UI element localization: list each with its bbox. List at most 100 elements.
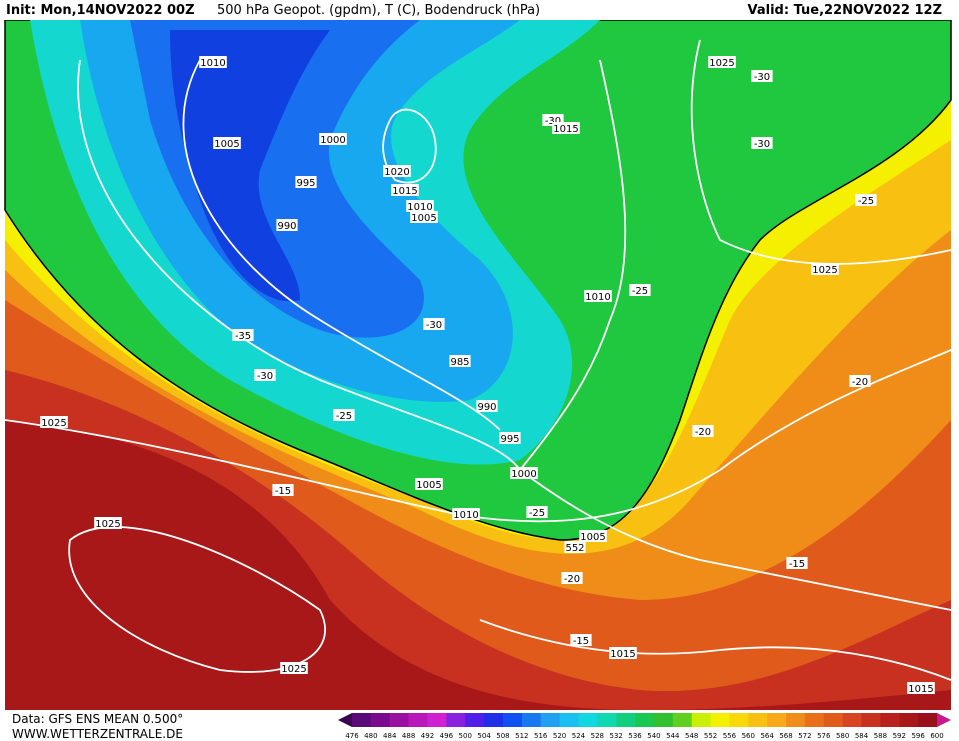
contour-label: 1025 — [281, 664, 306, 675]
contour-label-bg — [449, 355, 471, 367]
contour-label: 985 — [450, 357, 469, 368]
contour-label: -25 — [529, 508, 545, 519]
colorbar-swatch — [578, 713, 598, 727]
contour-label-bg — [199, 56, 227, 68]
contour-label-bg — [811, 263, 839, 275]
colorbar-swatch — [465, 713, 485, 727]
data-source: Data: GFS ENS MEAN 0.500° — [12, 712, 183, 726]
contour-label-bg — [410, 211, 438, 223]
contour-label-bg — [319, 133, 347, 145]
colorbar-arrow — [338, 713, 352, 727]
contour-label-bg — [751, 70, 773, 82]
contour-label-bg — [564, 541, 586, 553]
contour-label-bg — [40, 416, 68, 428]
contour-label-bg — [272, 484, 294, 496]
contour-label: 1005 — [214, 139, 239, 150]
colorbar-swatch — [616, 713, 636, 727]
contour-label: 1010 — [585, 292, 610, 303]
colorbar-arrow — [937, 713, 951, 727]
colorbar-label: 592 — [893, 732, 906, 740]
contour-label-bg — [584, 290, 612, 302]
contour-label-bg — [499, 432, 521, 444]
colorbar-label: 568 — [779, 732, 792, 740]
colorbar-swatch — [804, 713, 825, 727]
colorbar-label: 540 — [647, 732, 660, 740]
valid-time: Valid: Tue,22NOV2022 12Z — [748, 3, 942, 18]
contour-label-bg — [751, 137, 773, 149]
colorbar-label: 584 — [855, 732, 869, 740]
colorbar-label: 488 — [402, 732, 415, 740]
contour-label-bg — [855, 194, 877, 206]
contour-label: -25 — [336, 411, 352, 422]
colorbar-swatch — [484, 713, 504, 727]
contour-label-bg — [276, 219, 298, 231]
map-title: 500 hPa Geopot. (gpdm), T (C), Bodendruc… — [217, 3, 540, 18]
contour-label: 995 — [296, 178, 315, 189]
colorbar-label: 496 — [440, 732, 454, 740]
contour-label-bg — [629, 284, 651, 296]
isobar — [77, 59, 952, 611]
colorbar-label: 572 — [798, 732, 811, 740]
header-bg — [0, 0, 959, 20]
colorbar-label: 596 — [911, 732, 925, 740]
contour-label: -30 — [754, 139, 770, 150]
contour-label-bg — [561, 572, 583, 584]
colorbar-swatch — [691, 713, 712, 727]
colorbar-label: 576 — [817, 732, 831, 740]
colorbar: 476 480 484 488 492 496 500 504 508 512 516 520 524 5… — [338, 713, 951, 740]
contour-label-bg — [406, 200, 434, 212]
colorbar-label: 500 — [459, 732, 472, 740]
contour-label: -20 — [695, 427, 711, 438]
contour-label: -30 — [426, 320, 442, 331]
contour-label: 1005 — [411, 213, 436, 224]
colorbar-label: 480 — [364, 732, 377, 740]
contour-label-bg — [609, 647, 637, 659]
colorbar-label: 504 — [477, 732, 491, 740]
contour-label: -30 — [545, 116, 561, 127]
colorbar-swatch — [521, 713, 542, 727]
contour-label-bg — [510, 467, 538, 479]
contour-label-bg — [333, 409, 355, 421]
colorbar-label: 508 — [496, 732, 509, 740]
colorbar-swatch — [823, 713, 844, 727]
colorbar-swatch — [427, 713, 447, 727]
contour-label-bg — [907, 682, 935, 694]
colorbar-label: 536 — [628, 732, 642, 740]
colorbar-label: 520 — [553, 732, 566, 740]
contour-label: 1015 — [392, 186, 417, 197]
colorbar-label: 516 — [534, 732, 548, 740]
contour-label-bg — [579, 530, 607, 542]
contour-label: 1005 — [580, 532, 605, 543]
colorbar-label: 580 — [836, 732, 849, 740]
colorbar-swatch — [653, 713, 674, 727]
colorbar-swatch — [370, 713, 391, 727]
contour-label-bg — [692, 425, 714, 437]
contour-label: 1000 — [320, 135, 345, 146]
contour-label: 1015 — [908, 684, 933, 695]
contour-label-bg — [254, 369, 276, 381]
init-time: Init: Mon,14NOV2022 00Z — [6, 3, 195, 18]
contour-label: 1010 — [407, 202, 432, 213]
colorbar-label: 548 — [685, 732, 698, 740]
colorbar-label: 532 — [610, 732, 623, 740]
contour-label: 1025 — [95, 519, 120, 530]
colorbar-label: 544 — [666, 732, 680, 740]
colorbar-label: 524 — [572, 732, 586, 740]
isobar — [479, 619, 952, 681]
contour-label: -30 — [754, 72, 770, 83]
contour-label-bg — [232, 329, 254, 341]
colorbar-swatch — [635, 713, 655, 727]
contour-label: -25 — [858, 196, 874, 207]
colorbar-swatch — [389, 713, 410, 727]
colorbar-label: 512 — [515, 732, 528, 740]
contour-label: 1015 — [553, 124, 578, 135]
colorbar-swatch — [786, 713, 806, 727]
contour-label-bg — [452, 508, 480, 520]
isobar — [690, 39, 952, 265]
contour-label-bg — [94, 517, 122, 529]
colorbar-label: 492 — [421, 732, 434, 740]
contour-label: -15 — [275, 486, 291, 497]
colorbar-swatch — [559, 713, 579, 727]
contour-label: 990 — [277, 221, 296, 232]
